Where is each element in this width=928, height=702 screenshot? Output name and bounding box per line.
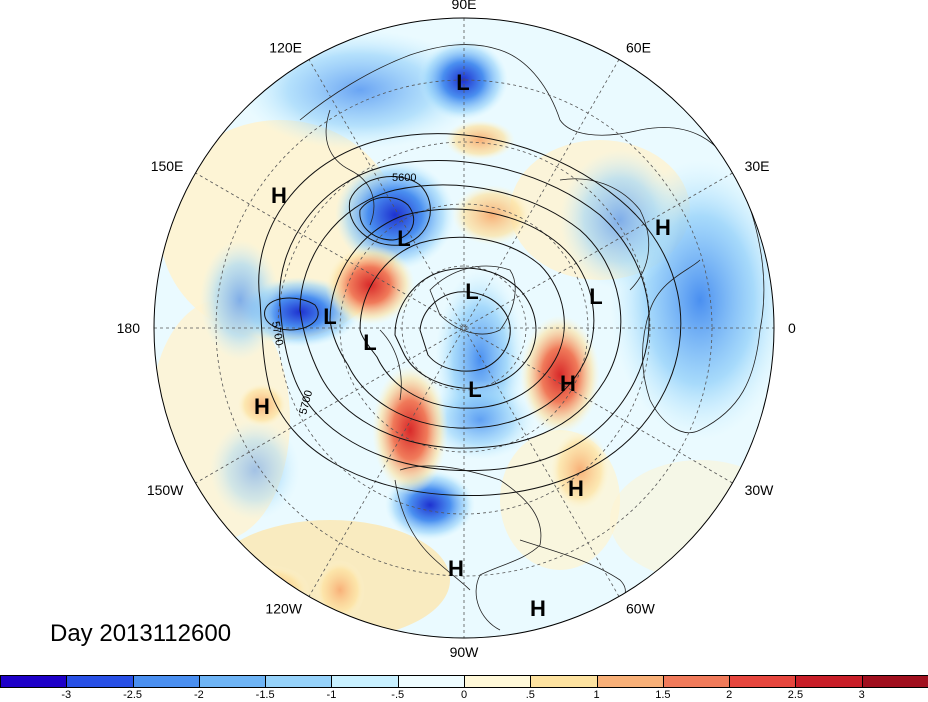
colorbar-tick-label: -2.5 bbox=[123, 689, 143, 701]
colorbar-tick-label: 2.5 bbox=[787, 689, 804, 701]
contour-label: 5700 bbox=[269, 320, 285, 346]
colorbar-tick-label: 2 bbox=[726, 689, 733, 701]
day-title: Day 2013112600 bbox=[50, 620, 232, 647]
colorbar-tick-label: -2 bbox=[193, 689, 204, 701]
colorbar-tick-label: -3 bbox=[61, 689, 72, 701]
low-pressure-marker: L bbox=[465, 279, 478, 304]
low-pressure-marker: L bbox=[456, 70, 469, 95]
longitude-label: 120W bbox=[265, 601, 302, 617]
low-pressure-marker: L bbox=[397, 226, 410, 251]
longitude-label: 150W bbox=[147, 482, 184, 498]
longitude-label: 90E bbox=[452, 0, 477, 12]
colorbar-swatch bbox=[530, 675, 598, 688]
low-pressure-marker: L bbox=[589, 284, 602, 309]
colorbar-swatch bbox=[265, 675, 333, 688]
colorbar-tick-label: 1 bbox=[593, 689, 600, 701]
colorbar-swatch bbox=[331, 675, 399, 688]
colorbar-swatch bbox=[397, 675, 465, 688]
longitude-label: 60W bbox=[626, 601, 656, 617]
colorbar-swatch bbox=[0, 675, 68, 688]
high-pressure-marker: H bbox=[254, 394, 270, 419]
high-pressure-marker: H bbox=[655, 215, 671, 240]
colorbar-swatch bbox=[662, 675, 731, 688]
colorbar-swatch bbox=[795, 675, 863, 688]
colorbar-swatch bbox=[198, 675, 267, 688]
colorbar-swatch bbox=[596, 675, 664, 688]
colorbar-tick-label: -1 bbox=[326, 689, 337, 701]
longitude-label: 180 bbox=[117, 320, 141, 336]
longitude-label: 0 bbox=[788, 320, 796, 336]
high-pressure-marker: H bbox=[271, 183, 287, 208]
colorbar: -3 -2.5 -2 -1.5 -1 -.5 0 .5 1 1.5 2 2.5 3 bbox=[0, 675, 928, 702]
colorbar-tick-label: 1.5 bbox=[655, 689, 671, 701]
longitude-label: 90W bbox=[450, 644, 480, 660]
low-pressure-marker: L bbox=[468, 377, 481, 402]
high-pressure-marker: H bbox=[448, 556, 464, 581]
anomaly-shading bbox=[154, 18, 774, 638]
longitude-label: 30W bbox=[745, 482, 775, 498]
longitude-labels: 90E 60E 30E 0 30W 60W 90W 120W 150W 180 150E 120E bbox=[117, 0, 796, 660]
colorbar-swatch bbox=[132, 675, 200, 688]
colorbar-tick-label: 3 bbox=[858, 689, 865, 701]
height-contours bbox=[258, 133, 682, 497]
colorbar-tick-label: -.5 bbox=[391, 689, 405, 701]
polar-map: 5600 5700 5700 90E60E30E030W60W90W120W15… bbox=[117, 0, 796, 660]
colorbar-tick-label: .5 bbox=[525, 689, 535, 701]
colorbar-swatch bbox=[464, 675, 532, 688]
colorbar-swatch bbox=[861, 675, 928, 688]
high-pressure-marker: H bbox=[560, 371, 576, 396]
high-pressure-marker: H bbox=[530, 596, 546, 621]
map-boundary bbox=[153, 17, 775, 639]
longitude-label: 120E bbox=[269, 39, 302, 55]
contour-label: 5600 bbox=[392, 172, 416, 184]
colorbar-swatch bbox=[729, 675, 797, 688]
low-pressure-marker: L bbox=[323, 304, 336, 329]
colorbar-swatch bbox=[66, 675, 134, 688]
pressure-centers: L L L L L L L H H H H H H H bbox=[254, 70, 671, 621]
high-pressure-marker: H bbox=[568, 476, 584, 501]
longitude-label: 150E bbox=[151, 158, 184, 174]
longitude-label: 30E bbox=[745, 158, 770, 174]
longitude-label: 60E bbox=[626, 39, 651, 55]
colorbar-tick-label: -1.5 bbox=[255, 689, 275, 701]
colorbar-tick-label: 0 bbox=[460, 689, 468, 701]
low-pressure-marker: L bbox=[363, 330, 376, 355]
